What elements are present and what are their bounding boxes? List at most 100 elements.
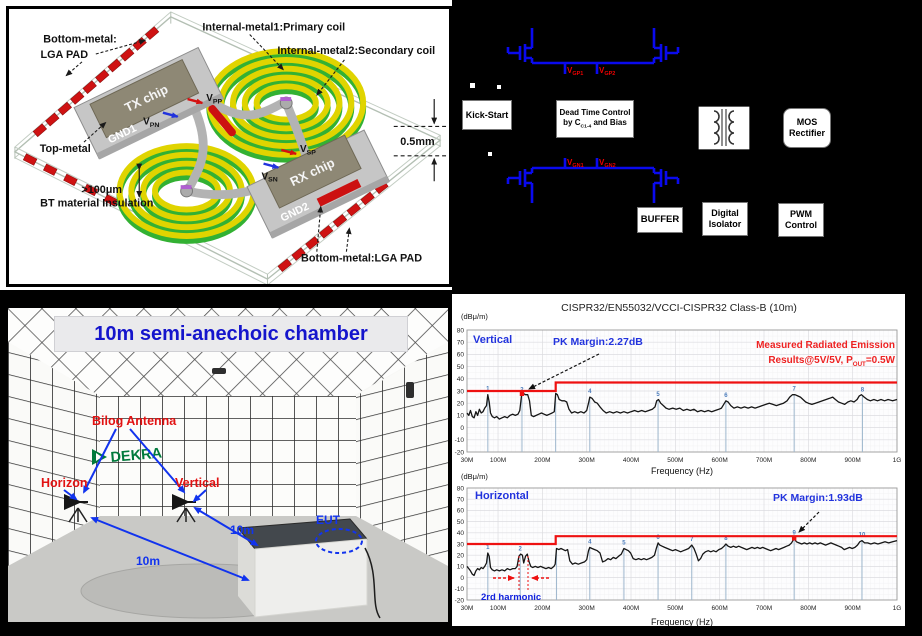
net-label-vgp2: VGP2 [599,66,615,77]
svg-text:5: 5 [656,392,660,398]
bottom-metal-left-label-2: LGA PAD [40,49,88,61]
svg-text:-10: -10 [455,437,465,444]
polarization-label: Horizontal [475,490,529,502]
svg-text:10: 10 [457,564,465,571]
svg-text:70: 70 [457,497,465,504]
buffer-block: BUFFER [637,207,683,233]
svg-text:60: 60 [457,508,465,515]
svg-text:700M: 700M [756,457,772,464]
svg-text:Frequency (Hz): Frequency (Hz) [651,617,713,626]
svg-text:100M: 100M [490,605,506,612]
svg-text:600M: 600M [712,605,728,612]
svg-text:4: 4 [588,539,592,545]
insulation-label-2: BT material Insulation [40,198,153,210]
transformer-icon [697,105,751,151]
net-label-vgp1: VGP1 [567,66,583,77]
distance-label-1: 10m [230,523,254,537]
svg-text:-20: -20 [455,597,465,604]
svg-text:40: 40 [457,376,465,383]
svg-text:0: 0 [460,575,464,582]
svg-text:8: 8 [861,387,865,393]
net-label-vgn2: VGN2 [599,158,616,169]
vpp-label: VPP [206,93,222,105]
svg-text:5: 5 [622,540,626,546]
bottom-metal-right-label: Bottom-metal:LGA PAD [301,253,422,265]
svg-text:100M: 100M [490,457,506,464]
eut-label: EUT [316,513,341,527]
svg-text:1: 1 [486,387,490,393]
distance-label-2: 10m [136,554,160,568]
node-dots [470,83,501,156]
horizontal-emission-chart: 1 2 4 5 6 7 8 9 10 80 70 60 50 40 30 20 10 0 -10 -20 30M 100M… [453,468,905,626]
svg-text:50: 50 [457,519,465,526]
svg-text:4: 4 [588,389,592,395]
vertical-label: Vertical [175,476,219,490]
svg-text:1G: 1G [893,605,902,612]
y-axis-unit-label: (dBμ/m) [461,312,488,321]
top-metal-label: Top-metal [40,143,91,155]
dekra-logo-text: DEKRA [110,446,163,466]
bilog-antenna-label: Bilog Antenna [92,414,177,428]
second-harmonic-label: 2rd harmonic [481,592,542,603]
net-label-vgn1: VGN1 [567,158,584,169]
y-axis-unit-label: (dBμ/m) [461,472,488,481]
svg-text:9: 9 [792,530,796,536]
svg-text:300M: 300M [579,605,595,612]
svg-text:30: 30 [457,388,465,395]
svg-text:70: 70 [457,340,465,347]
chart-title: CISPR32/EN55032/VCCI-CISPR32 Class-B (10… [561,302,797,314]
svg-text:400M: 400M [623,457,639,464]
svg-text:60: 60 [457,352,465,359]
pk-margin-label: PK Margin:2.27dB [553,336,643,348]
svg-text:800M: 800M [800,457,816,464]
svg-text:Frequency (Hz): Frequency (Hz) [651,466,713,476]
red-trace [208,104,236,137]
svg-text:80: 80 [457,485,465,492]
circuit-drawing: VGP1 VGP2 VGN1 VGN2 [470,28,751,203]
digital-isolator-block: Digital Isolator [702,202,748,236]
svg-text:20: 20 [457,553,465,560]
pwm-control-block: PWM Control [778,203,824,237]
horizon-label: Horizon [41,476,88,490]
bilog-antenna-left [64,494,88,523]
internal-metal1-label: Internal-metal1:Primary coil [202,22,345,34]
svg-text:50: 50 [457,364,465,371]
kick-start-block: Kick-Start [462,100,512,130]
eut-cable [364,547,381,619]
chamber-title: 10m semi-anechoic chamber [94,322,368,345]
svg-text:6: 6 [724,393,728,399]
internal-metal2-label: Internal-metal2:Secondary coil [277,45,435,57]
svg-text:8: 8 [724,536,728,542]
svg-text:7: 7 [792,387,796,393]
port-arrows [162,97,298,169]
vsp-label: VSP [300,144,316,156]
svg-text:20: 20 [457,401,465,408]
svg-text:900M: 900M [845,605,861,612]
package-3d-panel: TX chip GND1 RX chip GND2 VPP VPN VSP VS… [6,6,452,287]
eut-highlight-ellipse [315,528,363,554]
svg-text:10: 10 [457,413,465,420]
emission-charts-area: 1 2 4 5 6 7 8 80 70 60 50 40 30 20 10 0 -10 -20 30M 100M 200… [452,294,905,626]
vpn-label: VPN [143,117,159,129]
dead-time-control-block: Dead Time Control by CC1-4 and Bias [556,100,634,138]
svg-text:6: 6 [656,535,660,541]
svg-text:30: 30 [457,541,465,548]
svg-text:200M: 200M [534,457,550,464]
svg-text:2: 2 [519,547,523,553]
chamber-scene: DEKRA Bilog Antenna Horizon Vertical 10m… [8,308,448,622]
pk-margin-label: PK Margin:1.93dB [773,492,863,504]
chamber-title-banner: 10m semi-anechoic chamber [54,316,408,352]
svg-text:30M: 30M [461,457,474,464]
insulation-label-1: >100μm [81,184,122,196]
leader-lines [65,34,448,252]
emc-test-panel: DEKRA Bilog Antenna Horizon Vertical 10m… [0,290,922,636]
rx-chip-assembly: RX chip GND2 [246,129,390,239]
svg-text:600M: 600M [712,457,728,464]
svg-text:200M: 200M [534,605,550,612]
svg-text:1: 1 [486,545,490,551]
tx-chip-assembly: TX chip GND1 [73,46,224,160]
measurement-arrows [63,428,259,582]
svg-text:900M: 900M [845,457,861,464]
svg-text:300M: 300M [579,457,595,464]
